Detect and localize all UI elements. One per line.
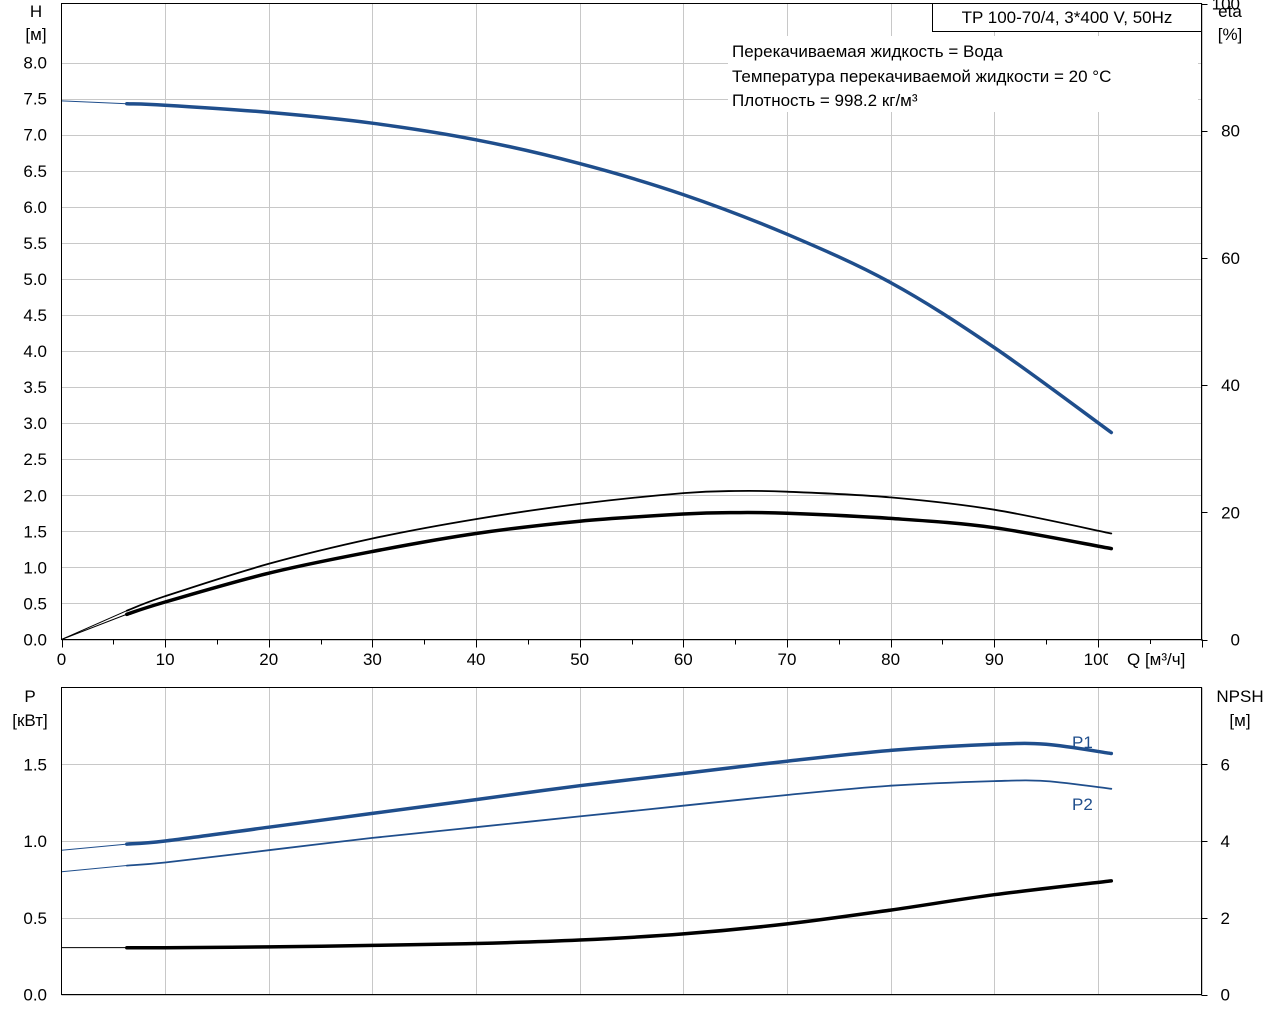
npsh-curve (125, 879, 1114, 950)
right-tick-label: 80 (1221, 122, 1240, 141)
top-left-axis-unit: [м] (25, 25, 46, 44)
left-tick-label: 6.0 (23, 198, 47, 217)
right-tick-label: 100 (1212, 0, 1240, 14)
left-tick-label: 2.0 (23, 486, 47, 505)
bottom-right-axis-unit: [м] (1229, 711, 1250, 730)
p1-curve-label: P1 (1072, 733, 1093, 752)
left-tick-label: 3.5 (23, 378, 47, 397)
left-tick-label: 6.5 (23, 162, 47, 181)
x-tick-label: 20 (259, 650, 278, 669)
right-tick-label: 40 (1221, 376, 1240, 395)
bottom-left-axis-unit: [кВт] (12, 711, 47, 730)
top-left-tick-labels: 0.0 0.5 1.0 1.5 2.0 2.5 3.0 3.5 4.0 4.5 5.0 5.5 6.0 6… (23, 54, 47, 650)
x-tick-label: 90 (985, 650, 1004, 669)
left-tick-label: 1.0 (23, 558, 47, 577)
bottom-left-tick-label: 0.0 (23, 986, 47, 1005)
top-right-axis-label: eta (1218, 2, 1242, 21)
bottom-left-tick-label: 1.0 (23, 832, 47, 851)
bottom-plot-curves (61, 741, 1114, 950)
top-curve-lead-in (61, 613, 127, 640)
left-tick-label: 0.5 (23, 594, 47, 613)
left-tick-label: 7.5 (23, 90, 47, 109)
top-right-tick-labels: 0 20 40 60 80 100 (1201, 0, 1240, 650)
x-tick-label: 70 (777, 650, 796, 669)
x-tick-label: 50 (570, 650, 589, 669)
efficiency-curve-thin (125, 489, 1113, 612)
top-curve-lead-in (61, 610, 127, 640)
note-temperature: Температура перекачиваемой жидкости = 20… (732, 67, 1111, 86)
right-tick-label: 20 (1221, 503, 1240, 522)
x-tick-label: 80 (881, 650, 900, 669)
p2-power-curve (125, 779, 1113, 867)
note-density: Плотность = 998.2 кг/м³ (732, 91, 918, 110)
top-right-axis-unit: [%] (1218, 25, 1243, 44)
bottom-right-tick-labels: 0 2 4 6 (1201, 755, 1230, 1005)
left-tick-label: 5.0 (23, 270, 47, 289)
bottom-left-tick-label: 1.5 (23, 755, 47, 774)
bottom-right-tick-label: 4 (1221, 832, 1230, 851)
top-left-axis-label: H (30, 2, 42, 21)
x-tick-label: 0 (57, 650, 66, 669)
left-tick-label: 5.5 (23, 234, 47, 253)
x-axis-label: Q [м³/ч] (1127, 650, 1185, 669)
head-curve (125, 101, 1114, 435)
left-tick-label: 2.5 (23, 450, 47, 469)
left-tick-label: 4.0 (23, 342, 47, 361)
left-tick-label: 1.5 (23, 522, 47, 541)
x-tick-label: 100 (1084, 650, 1112, 669)
bottom-right-axis-label: NPSH (1216, 687, 1263, 706)
left-tick-label: 7.0 (23, 126, 47, 145)
note-liquid: Перекачиваемая жидкость = Вода (732, 42, 1003, 61)
bottom-left-tick-label: 0.5 (23, 909, 47, 928)
left-tick-label: 8.0 (23, 54, 47, 73)
bottom-left-tick-labels: 0.0 0.5 1.0 1.5 (23, 755, 47, 1004)
x-tick-label: 30 (363, 650, 382, 669)
right-tick-label: 0 (1231, 631, 1240, 650)
bottom-left-axis-label: P (24, 687, 35, 706)
bottom-right-tick-label: 0 (1221, 986, 1230, 1005)
efficiency-curve-thick (125, 510, 1114, 617)
left-tick-label: 4.5 (23, 306, 47, 325)
left-tick-label: 3.0 (23, 414, 47, 433)
x-tick-label: 60 (674, 650, 693, 669)
x-tick-label: 10 (156, 650, 175, 669)
p2-curve-label: P2 (1072, 795, 1093, 814)
right-tick-label: 60 (1221, 249, 1240, 268)
x-tick-label: 40 (467, 650, 486, 669)
top-curve-lead-in (61, 100, 127, 105)
bottom-right-tick-label: 6 (1221, 755, 1230, 774)
top-plot-grid (61, 3, 1203, 648)
p1-power-curve (125, 741, 1114, 846)
bottom-curve-lead-in (61, 843, 127, 851)
x-axis-label-background (1108, 644, 1200, 668)
bottom-curve-lead-in (61, 865, 127, 873)
bottom-right-tick-label: 2 (1221, 909, 1230, 928)
bottom-plot-grid (61, 687, 1203, 996)
top-plot-frame (61, 3, 1202, 640)
top-plot-curves (61, 100, 1114, 640)
chart-title-box (932, 3, 1202, 32)
chart-title: TP 100-70/4, 3*400 V, 50Hz (962, 8, 1173, 27)
top-x-tick-labels: 0 10 20 30 40 50 60 70 80 90 100 (57, 650, 1112, 669)
notes-background (728, 36, 1198, 112)
left-tick-label: 0.0 (23, 631, 47, 650)
